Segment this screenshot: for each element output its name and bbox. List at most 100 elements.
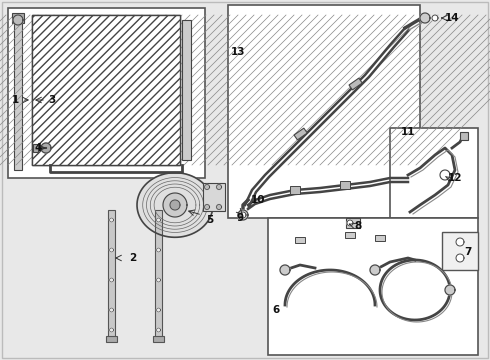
Bar [32, 15, 180, 165]
Bar [32, 15, 180, 165]
Bar [32, 15, 180, 165]
Bar [32, 15, 180, 165]
Text: 7: 7 [465, 247, 472, 257]
Bar [375, 235, 385, 241]
Text: 12: 12 [448, 173, 462, 183]
Bar [32, 15, 180, 165]
Bar [12, 13, 24, 23]
Bar [153, 336, 164, 342]
Bar [32, 15, 180, 165]
Polygon shape [280, 265, 290, 275]
Polygon shape [109, 308, 114, 312]
Polygon shape [156, 278, 161, 282]
Polygon shape [217, 204, 221, 210]
Bar [32, 15, 180, 165]
Polygon shape [13, 15, 23, 25]
Text: 8: 8 [354, 221, 362, 231]
Text: 13: 13 [231, 47, 245, 57]
Bar [203, 183, 225, 211]
Bar [32, 15, 180, 165]
Bar [8, 8, 205, 178]
Bar [460, 132, 468, 140]
Bar [32, 15, 180, 165]
Bar [32, 15, 180, 165]
Polygon shape [240, 212, 246, 218]
Bar [32, 15, 180, 165]
Polygon shape [156, 328, 161, 332]
Polygon shape [420, 13, 430, 23]
Bar [32, 15, 180, 165]
Bar [32, 15, 180, 165]
Bar [32, 15, 180, 165]
Polygon shape [41, 143, 51, 153]
Bar [32, 15, 180, 165]
Bar [32, 15, 180, 165]
Polygon shape [109, 218, 114, 222]
Text: 3: 3 [49, 95, 56, 105]
Bar [32, 15, 180, 165]
Bar [32, 15, 180, 165]
Bar [32, 15, 180, 165]
Polygon shape [456, 254, 464, 262]
Bar [32, 15, 180, 165]
Bar [32, 15, 180, 165]
Polygon shape [370, 265, 380, 275]
Bar [32, 15, 180, 165]
Polygon shape [163, 193, 187, 217]
Polygon shape [445, 285, 455, 295]
Bar [32, 15, 180, 165]
Bar [108, 210, 115, 340]
Bar [32, 15, 180, 165]
Text: 6: 6 [272, 305, 280, 315]
Bar [14, 15, 22, 170]
Bar [32, 15, 180, 165]
Bar [32, 15, 180, 165]
Bar [228, 5, 420, 218]
Bar [32, 15, 180, 165]
Bar [33, 144, 38, 152]
Bar [32, 15, 180, 165]
Bar [32, 15, 180, 165]
Bar [32, 15, 180, 165]
Polygon shape [109, 328, 114, 332]
Bar [32, 15, 180, 165]
Bar [32, 15, 180, 165]
Bar [295, 237, 305, 243]
Bar [32, 15, 180, 165]
Polygon shape [238, 210, 248, 220]
Polygon shape [204, 185, 210, 189]
Bar [32, 15, 180, 165]
Bar [32, 15, 180, 165]
Text: 10: 10 [251, 195, 265, 205]
Bar [32, 15, 180, 165]
Text: 9: 9 [237, 213, 244, 223]
Bar [32, 15, 180, 165]
Bar [32, 15, 180, 165]
Bar [268, 218, 478, 355]
Bar [32, 15, 180, 165]
Text: 5: 5 [206, 215, 214, 225]
Bar [32, 15, 180, 165]
Bar [32, 15, 180, 165]
Bar [349, 78, 362, 90]
Bar [32, 15, 180, 165]
Bar [32, 15, 180, 165]
Bar [32, 15, 180, 165]
Bar [32, 15, 180, 165]
Bar [32, 15, 180, 165]
Polygon shape [156, 248, 161, 252]
Polygon shape [170, 200, 180, 210]
Bar [32, 15, 180, 165]
Bar [32, 15, 180, 165]
Polygon shape [347, 220, 353, 226]
Text: 2: 2 [129, 253, 137, 263]
Bar [294, 128, 307, 140]
Polygon shape [109, 278, 114, 282]
Bar [32, 15, 180, 165]
Bar [442, 232, 478, 270]
Bar [32, 15, 180, 165]
Polygon shape [156, 218, 161, 222]
Bar [32, 15, 180, 165]
Bar [32, 15, 180, 165]
Bar [32, 15, 180, 165]
